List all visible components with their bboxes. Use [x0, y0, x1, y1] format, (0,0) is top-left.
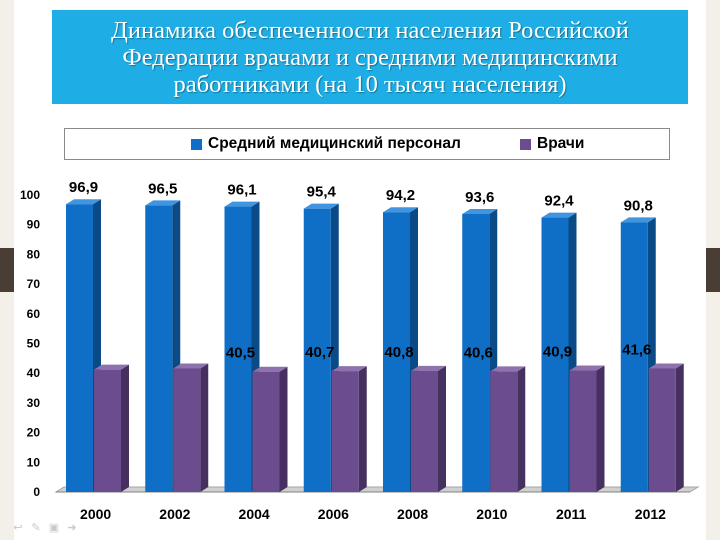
bar-doctors [569, 370, 597, 492]
x-tick-label: 2008 [397, 506, 428, 522]
bar-doctors-side [121, 364, 129, 492]
bar-nurses-top [224, 201, 260, 207]
y-tick-label: 90 [27, 218, 41, 232]
data-label-doctors: 40,6 [464, 344, 493, 361]
data-label-nurses: 95,4 [307, 184, 337, 201]
data-label-nurses: 96,9 [69, 179, 98, 196]
y-tick-label: 40 [27, 366, 41, 380]
legend-item-nurses: Средний медицинский персонал [191, 135, 461, 153]
title-box: Динамика обеспеченности населения Россий… [52, 10, 688, 104]
data-label-doctors: 40,7 [305, 344, 334, 361]
right-side-band [706, 248, 720, 292]
bar-nurses-top [145, 200, 181, 206]
bar-nurses [224, 206, 252, 492]
data-label-nurses: 96,5 [148, 180, 177, 197]
x-tick-label: 2002 [159, 506, 190, 522]
bar-doctors-top [490, 366, 526, 372]
bar-doctors-side [438, 365, 446, 492]
x-tick-label: 2012 [635, 506, 666, 522]
y-tick-label: 10 [27, 455, 41, 469]
data-label-doctors: 41,6 [622, 341, 651, 358]
y-tick-label: 30 [27, 396, 41, 410]
data-label-doctors: 40,8 [384, 344, 413, 361]
bar-doctors [490, 371, 518, 492]
bar-nurses-top [303, 203, 339, 209]
bar-doctors-side [358, 366, 367, 492]
y-tick-label: 100 [20, 188, 40, 202]
data-label-doctors: 40,9 [543, 344, 572, 361]
data-label-doctors: 40,5 [226, 345, 255, 362]
x-tick-label: 2006 [318, 506, 349, 522]
bar-doctors-top [569, 365, 605, 371]
slide-title: Динамика обеспеченности населения Россий… [111, 16, 629, 98]
bar-nurses [145, 205, 173, 492]
bar-nurses [462, 214, 490, 492]
bar-doctors [94, 369, 121, 492]
bar-doctors [252, 371, 280, 492]
x-tick-label: 2010 [476, 506, 507, 522]
y-tick-label: 20 [27, 426, 41, 440]
bar-nurses [303, 208, 331, 493]
bar-nurses-top [383, 207, 418, 213]
bar-nurses [620, 222, 648, 492]
bar-doctors [648, 368, 676, 492]
bar-doctors-side [517, 366, 526, 492]
data-label-nurses: 92,4 [544, 193, 574, 210]
data-label-nurses: 90,8 [624, 197, 653, 214]
y-tick-label: 0 [33, 485, 40, 499]
legend-label-nurses: Средний медицинский персонал [208, 135, 461, 152]
y-tick-label: 50 [27, 337, 41, 351]
x-tick-label: 2000 [80, 506, 111, 522]
x-tick-label: 2011 [556, 506, 587, 522]
slide-nav-icons: ↩ ✎ ▣ ➜ [12, 521, 78, 534]
data-label-nurses: 96,1 [227, 182, 256, 199]
pen-icon[interactable]: ✎ [31, 522, 41, 534]
data-label-nurses: 94,2 [386, 187, 415, 204]
bar-doctors-side [596, 365, 605, 492]
bar-nurses-top [620, 217, 656, 223]
bar-doctors-top [173, 363, 209, 369]
bar-nurses [66, 204, 93, 492]
bar-nurses [541, 217, 569, 492]
bar-nurses-top [541, 212, 577, 218]
legend-item-doctors: Врачи [520, 135, 584, 153]
bar-doctors [331, 371, 359, 492]
legend-label-doctors: Врачи [537, 135, 585, 152]
bar-doctors-side [675, 363, 684, 492]
legend-swatch-nurses [191, 138, 202, 150]
y-tick-label: 60 [27, 307, 41, 321]
bar-nurses [383, 212, 410, 492]
back-arrow-icon[interactable]: ↩ [13, 522, 23, 534]
bar-doctors-top [411, 365, 446, 371]
bar-nurses-top [66, 199, 101, 205]
bar-doctors-top [648, 363, 684, 369]
y-tick-label: 80 [27, 247, 41, 261]
bar-doctors-top [94, 364, 129, 370]
slides-icon[interactable]: ▣ [48, 522, 60, 534]
bar-doctors [173, 368, 201, 492]
bar-doctors [411, 370, 438, 492]
bar-doctors-top [252, 366, 288, 372]
chart-legend: Средний медицинский персонал Врачи [64, 128, 670, 160]
left-side-band [0, 248, 14, 292]
data-label-nurses: 93,6 [465, 189, 494, 206]
y-tick-label: 70 [27, 277, 41, 291]
legend-swatch-doctors [520, 138, 531, 150]
x-tick-label: 2004 [239, 506, 270, 522]
bar-doctors-side [279, 366, 288, 492]
forward-arrow-icon[interactable]: ➜ [67, 522, 77, 534]
bar-nurses-top [462, 209, 498, 215]
bar-doctors-side [200, 363, 209, 492]
bar-doctors-top [331, 366, 367, 372]
